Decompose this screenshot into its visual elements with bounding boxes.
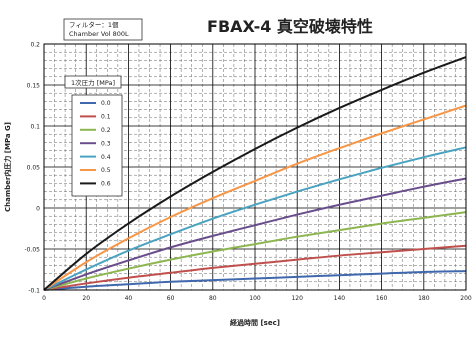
x-tick-label: 140 <box>334 295 346 302</box>
series-line-0.4 <box>43 146 467 291</box>
x-tick-label: 40 <box>125 295 133 302</box>
legend-label-0.0: 0.0 <box>101 100 111 107</box>
info-box-line-2: Chamber Vol 800L <box>69 30 129 38</box>
legend-label-0.3: 0.3 <box>101 140 111 147</box>
y-axis-label: Chamber内圧力 [MPa G] <box>3 122 12 212</box>
y-tick-label: 0.15 <box>27 83 41 90</box>
x-tick-label: 120 <box>291 295 303 302</box>
series-line-0.5 <box>43 104 467 291</box>
x-axis-label: 経過時間 [sec] <box>230 318 280 327</box>
series-line-0.6 <box>43 56 467 291</box>
series-line-0.1 <box>43 244 467 291</box>
legend-items: 0.0 0.1 0.2 0.3 0.4 0.5 0.6 <box>80 100 111 188</box>
legend-box <box>71 94 123 197</box>
chart-title: FBAX-4 真空破壊特性 <box>207 17 373 36</box>
info-box-line-1: フィルター：1個 <box>69 20 119 29</box>
x-tick-label: 60 <box>167 295 175 302</box>
series-line-0.0 <box>43 270 467 291</box>
x-tick-label: 200 <box>460 295 472 302</box>
info-box-frame <box>63 18 143 41</box>
y-tick-label: 0.05 <box>27 165 41 172</box>
x-tick-label: 180 <box>418 295 430 302</box>
info-box: フィルター：1個 Chamber Vol 800L <box>63 18 143 41</box>
y-tick-label: -0.05 <box>24 247 40 254</box>
y-tick-label: 0 <box>36 206 40 213</box>
legend-label-0.1: 0.1 <box>101 114 111 121</box>
legend-title-frame <box>64 75 122 89</box>
x-tick-label: 80 <box>209 295 217 302</box>
series-line-0.3 <box>43 177 467 291</box>
legend-label-0.2: 0.2 <box>101 127 111 134</box>
y-tick-label: 0.2 <box>30 42 40 49</box>
x-tick-label: 0 <box>42 295 46 302</box>
x-tick-label: 160 <box>376 295 388 302</box>
series-line-0.2 <box>43 211 467 291</box>
legend-title: 1次圧力 [MPa] <box>71 78 115 87</box>
y-tick-label: 0.1 <box>30 124 40 131</box>
legend-label-0.6: 0.6 <box>101 181 111 188</box>
series-layer <box>43 56 467 291</box>
tick-layer: 0 20 40 60 80 100 120 140 160 180 200 -0.1 -0.05 0 0.0… <box>24 42 471 303</box>
y-tick-label: -0.1 <box>28 288 40 295</box>
legend-label-0.5: 0.5 <box>101 167 111 174</box>
x-tick-label: 20 <box>82 295 90 302</box>
x-tick-label: 100 <box>249 295 261 302</box>
legend-label-0.4: 0.4 <box>101 154 111 161</box>
plot-frame <box>43 43 467 291</box>
